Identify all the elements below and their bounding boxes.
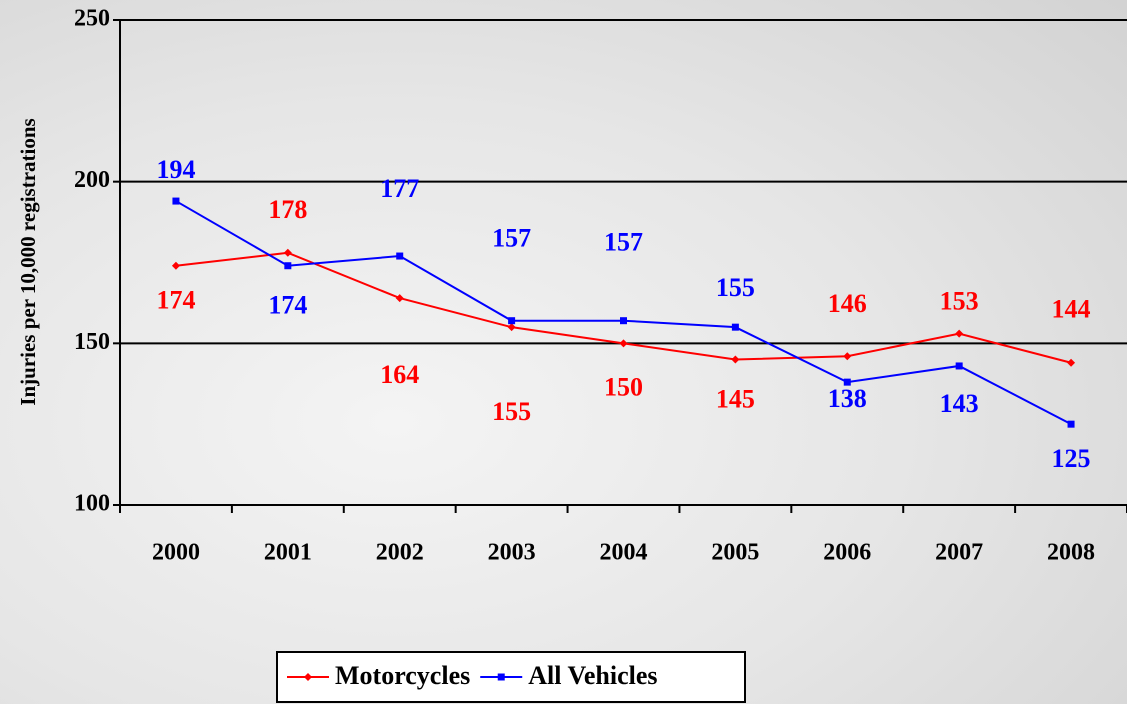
page: Injuries per 10,000 registrations 100 150…	[0, 0, 1127, 704]
data-label: 138	[828, 384, 867, 413]
data-label: 146	[828, 289, 867, 318]
chart: Injuries per 10,000 registrations 100 150…	[0, 0, 1127, 704]
x-tick-label: 2000	[152, 540, 200, 566]
data-label: 177	[380, 174, 419, 203]
x-tick-label: 2006	[823, 540, 871, 566]
data-label: 145	[716, 384, 755, 413]
data-label: 153	[940, 287, 979, 316]
x-tick-label: 2003	[488, 540, 536, 566]
marker	[172, 198, 179, 205]
x-tick-label: 2001	[264, 540, 312, 566]
x-tick-label: 2005	[711, 540, 759, 566]
y-tick-label: 200	[74, 167, 110, 193]
marker	[508, 317, 515, 324]
data-label: 150	[604, 372, 643, 401]
y-tick-label: 250	[74, 6, 110, 32]
data-label: 125	[1052, 444, 1091, 473]
data-label: 143	[940, 389, 979, 418]
marker	[732, 324, 739, 331]
marker	[284, 262, 291, 269]
marker	[1068, 421, 1075, 428]
legend-label: Motorcycles	[335, 661, 470, 690]
data-label: 174	[156, 286, 195, 315]
legend-label: All Vehicles	[528, 661, 657, 690]
x-tick-label: 2007	[935, 540, 983, 566]
data-label: 164	[380, 360, 419, 389]
data-label: 178	[268, 195, 307, 224]
data-label: 157	[604, 228, 643, 257]
data-label: 194	[156, 155, 195, 184]
marker	[956, 362, 963, 369]
x-tick-label: 2002	[376, 540, 424, 566]
y-tick-label: 100	[74, 491, 110, 517]
y-axis-label: Injuries per 10,000 registrations	[16, 118, 40, 405]
marker	[396, 253, 403, 260]
x-tick-label: 2004	[600, 540, 648, 566]
data-label: 155	[492, 397, 531, 426]
y-tick-label: 150	[74, 329, 110, 355]
marker	[620, 317, 627, 324]
data-label: 174	[268, 291, 307, 320]
data-label: 144	[1052, 295, 1091, 324]
marker	[498, 674, 505, 681]
x-tick-label: 2008	[1047, 540, 1095, 566]
data-label: 155	[716, 273, 755, 302]
data-label: 157	[492, 224, 531, 253]
legend: Motorcycles All Vehicles	[277, 652, 745, 702]
background	[0, 0, 1127, 704]
